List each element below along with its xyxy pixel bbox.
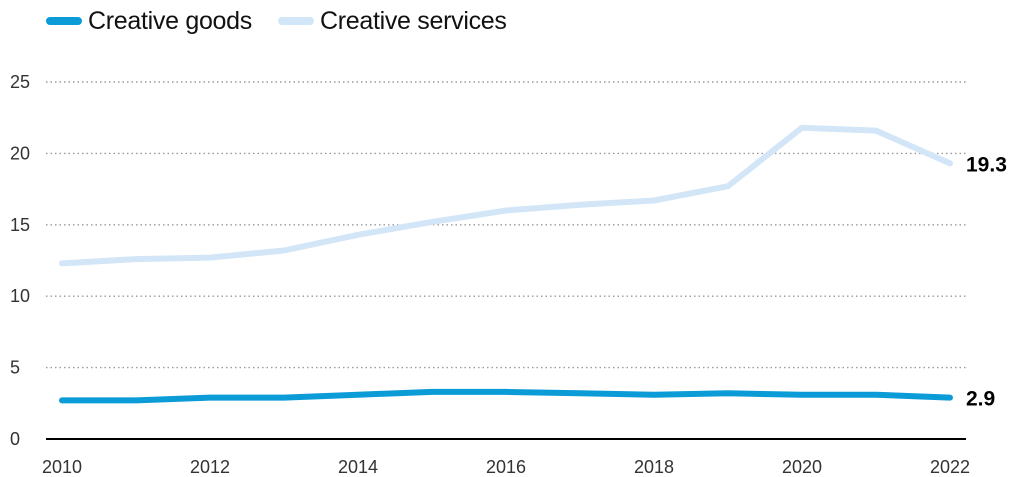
y-tick-label-15: 15 <box>10 215 30 235</box>
legend-item-creative-services: Creative services <box>277 6 507 36</box>
x-tick-label-2016: 2016 <box>486 457 526 477</box>
end-label-creative-goods: 2.9 <box>966 388 995 411</box>
chart-legend: Creative goods Creative services <box>46 4 507 38</box>
x-tick-label-2018: 2018 <box>634 457 674 477</box>
x-tick-label-2012: 2012 <box>190 457 230 477</box>
y-tick-label-25: 25 <box>10 72 30 92</box>
x-tick-label-2010: 2010 <box>42 457 82 477</box>
legend-swatch-creative-goods <box>46 17 82 25</box>
x-tick-label-2022: 2022 <box>930 457 970 477</box>
y-tick-label-20: 20 <box>10 143 30 163</box>
y-tick-label-10: 10 <box>10 286 30 306</box>
legend-label-creative-services: Creative services <box>319 6 507 35</box>
y-tick-label-0: 0 <box>10 429 20 449</box>
end-label-creative-services: 19.3 <box>966 153 1007 176</box>
series-line-creative-goods <box>59 388 953 404</box>
legend-item-creative-goods: Creative goods <box>46 7 252 36</box>
y-tick-label-5: 5 <box>10 358 20 378</box>
legend-label-creative-goods: Creative goods <box>88 6 252 35</box>
legend-swatch-creative-services <box>277 17 314 25</box>
series-line-creative-services <box>59 124 953 267</box>
x-tick-label-2020: 2020 <box>782 457 822 477</box>
x-tick-label-2014: 2014 <box>338 457 378 477</box>
